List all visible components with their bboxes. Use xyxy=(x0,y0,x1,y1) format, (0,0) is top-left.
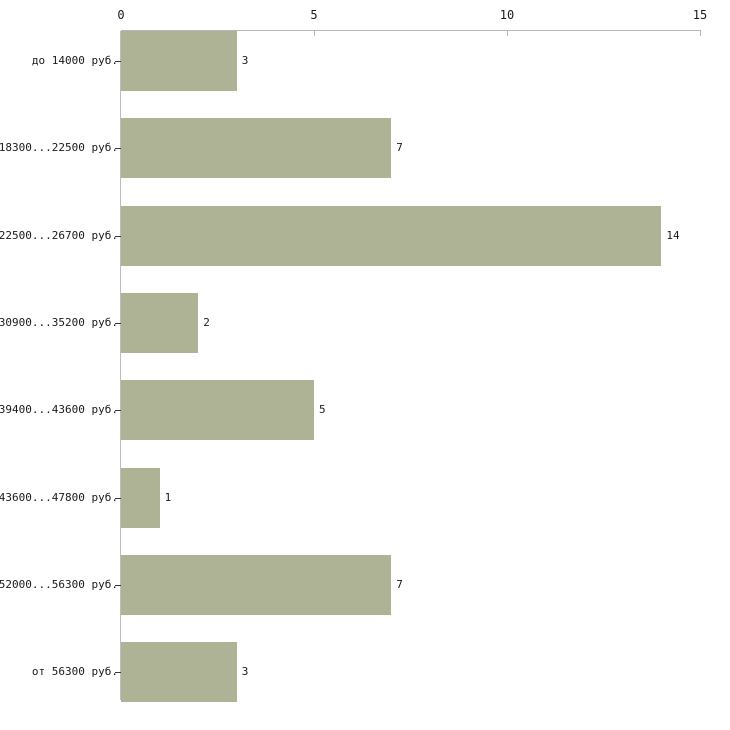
bar-value-label: 3 xyxy=(241,54,249,67)
category-label: 39400...43600 руб. xyxy=(0,403,118,417)
bar[interactable] xyxy=(121,467,160,528)
bar-value-label: 3 xyxy=(241,665,249,679)
category-tick-mark xyxy=(115,61,121,62)
category-label: 22500...26700 руб. xyxy=(0,228,118,242)
category-tick-mark xyxy=(115,497,121,499)
x-axis-tick-labels: 0 5 10 15 xyxy=(0,0,730,30)
x-axis-tick-mark xyxy=(700,30,701,36)
category-tick-mark xyxy=(115,148,121,150)
category-tick-mark xyxy=(115,410,121,412)
bar-row: до 14000 руб. 3 xyxy=(0,31,730,91)
x-axis-line xyxy=(121,30,700,31)
bar[interactable] xyxy=(121,554,392,615)
bar-row: 52000...56300 руб. 7 xyxy=(0,554,730,615)
category-label: 52000...56300 руб. xyxy=(0,577,118,591)
bar-row: 22500...26700 руб. 14 xyxy=(0,205,730,266)
x-axis-tick-label: 10 xyxy=(499,8,515,22)
bar-row: 39400...43600 руб. 5 xyxy=(0,380,730,441)
category-label: 18300...22500 руб. xyxy=(0,141,118,155)
bar-value-label: 7 xyxy=(396,577,403,591)
bar-value-label: 7 xyxy=(396,141,403,155)
bar[interactable] xyxy=(121,205,662,266)
bar[interactable] xyxy=(121,380,314,441)
category-tick-mark xyxy=(115,672,121,674)
bar-value-label: 2 xyxy=(203,315,210,329)
bar[interactable] xyxy=(121,642,237,703)
bar-value-label: 14 xyxy=(666,228,680,242)
bar-row: 18300...22500 руб. 7 xyxy=(0,118,730,179)
category-tick-mark xyxy=(115,584,121,586)
x-axis-tick-label: 0 xyxy=(117,8,125,22)
x-axis-tick-mark xyxy=(314,30,315,36)
category-label: до 14000 руб. xyxy=(31,54,118,67)
bar[interactable] xyxy=(121,118,392,179)
bar-value-label: 1 xyxy=(164,490,172,504)
x-axis-tick-label: 5 xyxy=(310,8,318,22)
category-tick-mark xyxy=(115,235,121,237)
category-tick-mark xyxy=(115,322,121,324)
category-label: от 56300 руб. xyxy=(31,665,118,679)
bar[interactable] xyxy=(121,292,199,353)
bar-row: от 56300 руб. 3 xyxy=(0,642,730,703)
category-label: 43600...47800 руб. xyxy=(0,490,118,504)
bar-value-label: 5 xyxy=(319,403,326,417)
bar[interactable] xyxy=(121,31,237,91)
x-axis-tick-label: 15 xyxy=(692,8,708,22)
bar-row: 43600...47800 руб. 1 xyxy=(0,467,730,528)
category-label: 30900...35200 руб. xyxy=(0,315,118,329)
bar-row: 30900...35200 руб. 2 xyxy=(0,292,730,353)
y-axis-line xyxy=(120,31,121,700)
x-axis-tick-mark xyxy=(507,30,508,36)
